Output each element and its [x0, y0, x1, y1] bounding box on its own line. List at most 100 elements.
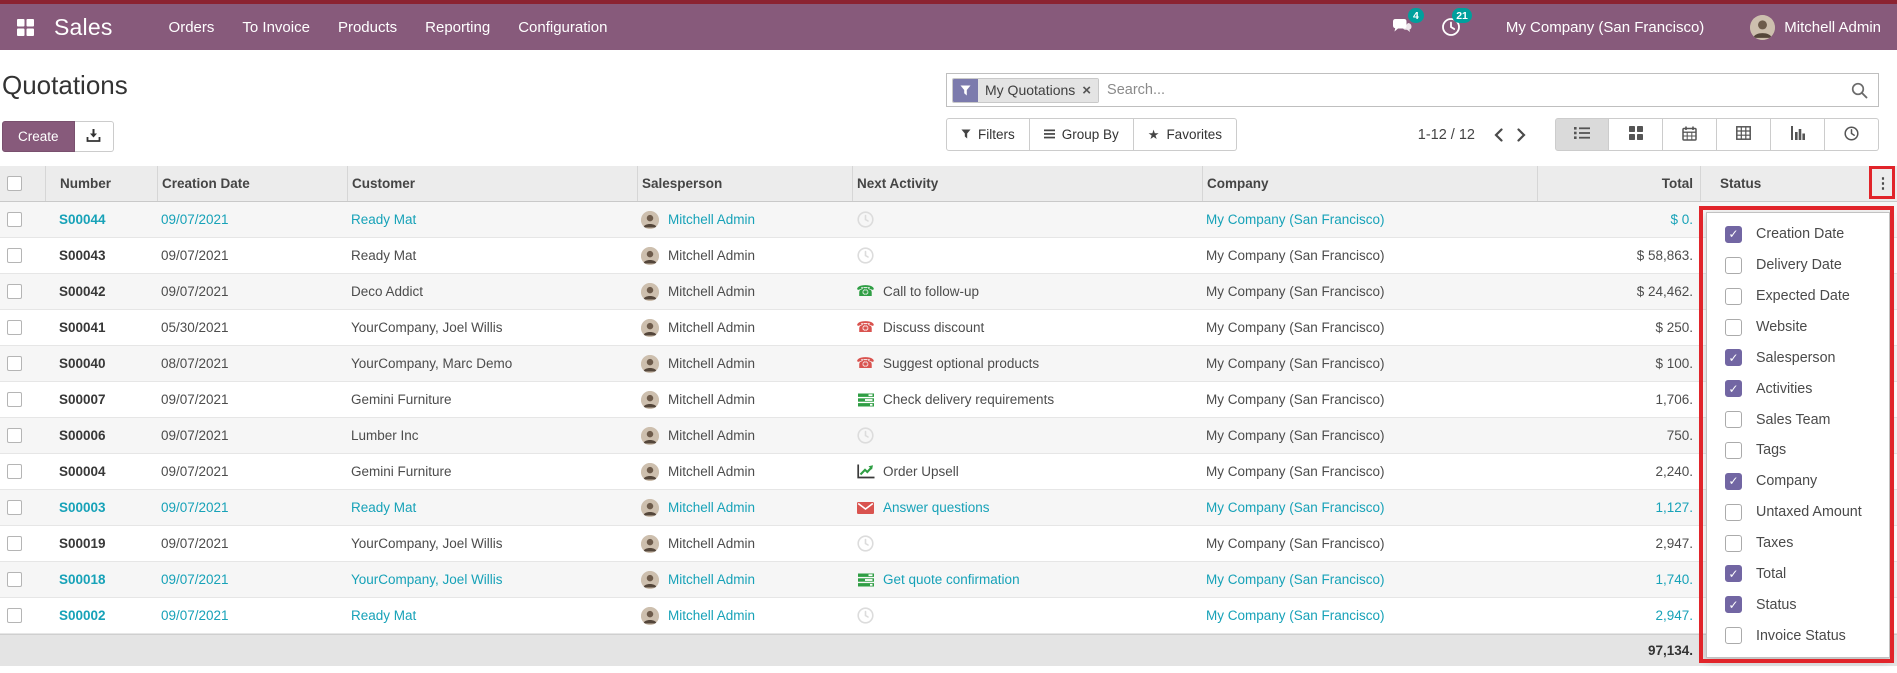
messages-icon[interactable]: 4	[1390, 8, 1424, 40]
next-activity-cell[interactable]	[852, 418, 1202, 453]
unchecked-checkbox-icon[interactable]	[1725, 627, 1742, 645]
row-checkbox[interactable]	[7, 356, 22, 371]
search-icon[interactable]	[1851, 82, 1868, 99]
nav-menu-to-invoice[interactable]: To Invoice	[242, 18, 310, 36]
next-activity-cell[interactable]: ☎ Discuss discount	[852, 310, 1202, 345]
table-row-s00040[interactable]: S00040 08/07/2021 YourCompany, Marc Demo Mi…	[0, 346, 1897, 382]
row-checkbox[interactable]	[7, 428, 22, 443]
app-name[interactable]: Sales	[54, 13, 113, 40]
checked-checkbox-icon[interactable]: ✓	[1725, 380, 1742, 398]
column-option-expected-date[interactable]: Expected Date	[1707, 281, 1889, 312]
next-activity-cell[interactable]: Get quote confirmation	[852, 562, 1202, 597]
view-switch-graph[interactable]	[1771, 118, 1825, 151]
optional-columns-toggle-icon[interactable]: ⋮	[1875, 175, 1891, 192]
table-row-s00044[interactable]: S00044 09/07/2021 Ready Mat Mitchell Admin M…	[0, 202, 1897, 238]
col-header-status[interactable]: Status	[1700, 166, 1865, 201]
nav-menu-configuration[interactable]: Configuration	[518, 18, 608, 36]
column-option-company[interactable]: ✓ Company	[1707, 466, 1889, 497]
unchecked-checkbox-icon[interactable]	[1725, 256, 1742, 274]
row-checkbox[interactable]	[7, 536, 22, 551]
column-option-taxes[interactable]: Taxes	[1707, 528, 1889, 559]
row-checkbox[interactable]	[7, 248, 22, 263]
unchecked-checkbox-icon[interactable]	[1725, 503, 1742, 521]
view-switch-pivot[interactable]	[1717, 118, 1771, 151]
favorites-button[interactable]: ★ Favorites	[1133, 118, 1237, 151]
column-option-status[interactable]: ✓ Status	[1707, 589, 1889, 620]
table-row-s00043[interactable]: S00043 09/07/2021 Ready Mat Mitchell Admin M…	[0, 238, 1897, 274]
checked-checkbox-icon[interactable]: ✓	[1725, 596, 1742, 614]
table-row-s00007[interactable]: S00007 09/07/2021 Gemini Furniture Mitchell…	[0, 382, 1897, 418]
next-activity-cell[interactable]	[852, 526, 1202, 561]
group-by-button[interactable]: Group By	[1029, 118, 1134, 151]
checked-checkbox-icon[interactable]: ✓	[1725, 565, 1742, 583]
column-option-untaxed-amount[interactable]: Untaxed Amount	[1707, 497, 1889, 528]
unchecked-checkbox-icon[interactable]	[1725, 534, 1742, 552]
column-option-creation-date[interactable]: ✓ Creation Date	[1707, 219, 1889, 250]
column-option-salesperson[interactable]: ✓ Salesperson	[1707, 342, 1889, 373]
next-activity-cell[interactable]: ☎ Call to follow-up	[852, 274, 1202, 309]
table-row-s00004[interactable]: S00004 09/07/2021 Gemini Furniture Mitchell…	[0, 454, 1897, 490]
nav-menu-orders[interactable]: Orders	[168, 18, 215, 36]
next-activity-cell[interactable]	[852, 238, 1202, 273]
unchecked-checkbox-icon[interactable]	[1725, 441, 1742, 459]
table-row-s00018[interactable]: S00018 09/07/2021 YourCompany, Joel Willis…	[0, 562, 1897, 598]
row-checkbox[interactable]	[7, 608, 22, 623]
next-activity-cell[interactable]	[852, 598, 1202, 633]
checked-checkbox-icon[interactable]: ✓	[1725, 349, 1742, 367]
nav-menu-reporting[interactable]: Reporting	[425, 18, 491, 36]
col-header-number[interactable]: Number	[45, 166, 157, 201]
unchecked-checkbox-icon[interactable]	[1725, 287, 1742, 305]
unchecked-checkbox-icon[interactable]	[1725, 411, 1742, 429]
column-option-website[interactable]: Website	[1707, 312, 1889, 343]
next-activity-cell[interactable]: Order Upsell	[852, 454, 1202, 489]
col-header-total[interactable]: Total	[1537, 166, 1700, 201]
view-switch-activity[interactable]	[1825, 118, 1879, 151]
col-header-creation-date[interactable]: Creation Date	[157, 166, 347, 201]
row-checkbox[interactable]	[7, 500, 22, 515]
row-checkbox[interactable]	[7, 320, 22, 335]
table-row-s00002[interactable]: S00002 09/07/2021 Ready Mat Mitchell Admin M…	[0, 598, 1897, 634]
row-checkbox[interactable]	[7, 284, 22, 299]
filters-button[interactable]: Filters	[946, 118, 1030, 151]
next-activity-cell[interactable]: Answer questions	[852, 490, 1202, 525]
column-option-activities[interactable]: ✓ Activities	[1707, 373, 1889, 404]
export-button[interactable]	[74, 121, 114, 152]
unchecked-checkbox-icon[interactable]	[1725, 318, 1742, 336]
col-header-customer[interactable]: Customer	[347, 166, 637, 201]
table-row-s00003[interactable]: S00003 09/07/2021 Ready Mat Mitchell Admin A…	[0, 490, 1897, 526]
row-checkbox[interactable]	[7, 212, 22, 227]
table-row-s00019[interactable]: S00019 09/07/2021 YourCompany, Joel Willis…	[0, 526, 1897, 562]
activities-icon[interactable]: 21	[1438, 8, 1472, 40]
search-input[interactable]	[1099, 82, 1851, 98]
nav-menu-products[interactable]: Products	[337, 18, 398, 36]
col-header-next-activity[interactable]: Next Activity	[852, 166, 1202, 201]
view-switch-kanban[interactable]	[1609, 118, 1663, 151]
column-option-sales-team[interactable]: Sales Team	[1707, 404, 1889, 435]
company-switcher[interactable]: My Company (San Francisco)	[1505, 18, 1705, 36]
next-activity-cell[interactable]	[852, 202, 1202, 237]
row-checkbox[interactable]	[7, 464, 22, 479]
column-option-tags[interactable]: Tags	[1707, 435, 1889, 466]
column-option-delivery-date[interactable]: Delivery Date	[1707, 250, 1889, 281]
table-row-s00006[interactable]: S00006 09/07/2021 Lumber Inc Mitchell Admin…	[0, 418, 1897, 454]
next-activity-cell[interactable]: ☎ Suggest optional products	[852, 346, 1202, 381]
user-menu[interactable]: Mitchell Admin	[1750, 14, 1881, 40]
row-checkbox[interactable]	[7, 572, 22, 587]
next-activity-cell[interactable]: Check delivery requirements	[852, 382, 1202, 417]
pager-next-icon[interactable]	[1510, 124, 1533, 146]
checked-checkbox-icon[interactable]: ✓	[1725, 472, 1742, 490]
col-header-salesperson[interactable]: Salesperson	[637, 166, 852, 201]
pager-previous-icon[interactable]	[1487, 124, 1510, 146]
col-header-company[interactable]: Company	[1202, 166, 1537, 201]
column-option-invoice-status[interactable]: Invoice Status	[1707, 620, 1889, 651]
apps-grid-icon[interactable]	[10, 12, 40, 42]
checked-checkbox-icon[interactable]: ✓	[1725, 225, 1742, 243]
facet-remove-icon[interactable]: ×	[1082, 81, 1092, 99]
column-option-total[interactable]: ✓ Total	[1707, 558, 1889, 589]
select-all-checkbox[interactable]	[7, 176, 22, 191]
view-switch-list[interactable]	[1555, 118, 1609, 151]
view-switch-calendar[interactable]	[1663, 118, 1717, 151]
table-row-s00042[interactable]: S00042 09/07/2021 Deco Addict Mitchell Admi…	[0, 274, 1897, 310]
row-checkbox[interactable]	[7, 392, 22, 407]
create-button[interactable]: Create	[2, 121, 75, 152]
